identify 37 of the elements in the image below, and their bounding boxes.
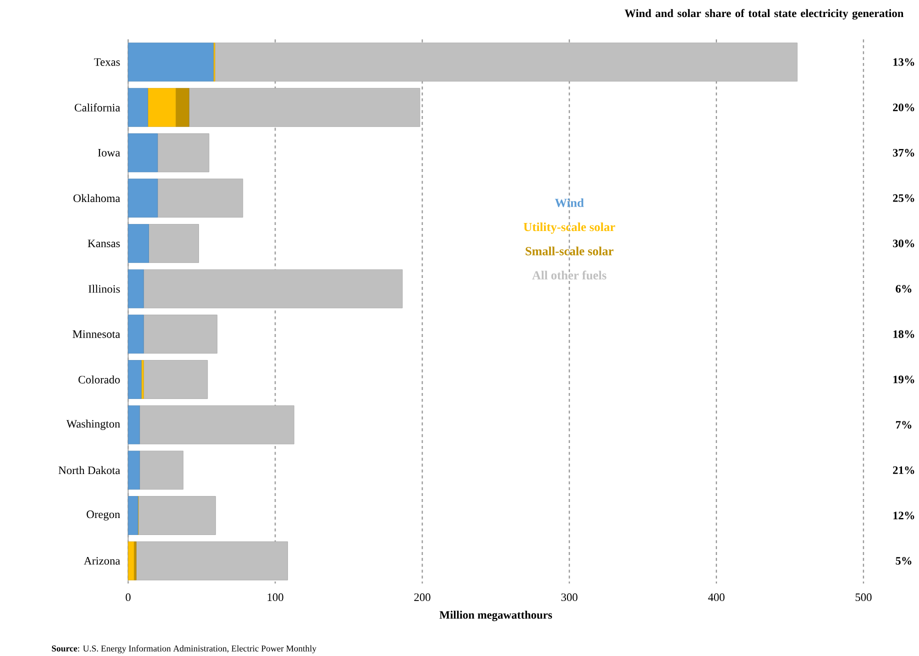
text: Source: U.S. Energy Information Administration, Electric Power Monthly (52, 644, 316, 654)
text: 7% (896, 420, 912, 428)
text: Small-scale solar (526, 246, 614, 256)
text: 19% (893, 375, 914, 384)
text: 25% (893, 194, 914, 202)
text: 6% (896, 284, 912, 292)
y-tick-label: Iowa (98, 148, 120, 156)
y-tick-label: Kansas (88, 239, 120, 247)
text: 13% (893, 58, 914, 66)
y-tick-label: Texas (94, 58, 120, 66)
y-tick-label: Arizona (84, 556, 120, 564)
x-tick-label: 200 (414, 593, 430, 601)
text: 30% (892, 239, 914, 248)
y-tick-label: North Dakota (58, 466, 120, 474)
x-tick-label: 0 (126, 593, 131, 601)
text: 18% (893, 330, 914, 338)
y-tick-label: California (74, 103, 120, 112)
text: 20% (893, 103, 914, 112)
y-tick-label: Oklahoma (73, 194, 120, 202)
text: 21% (893, 466, 914, 474)
x-tick-label: 300 (561, 593, 578, 601)
text: Wind (554, 198, 584, 207)
y-tick-label: Oregon (86, 510, 120, 520)
text: Wind and solar share of total state electricity generation (624, 8, 904, 20)
x-tick-label: 400 (708, 593, 724, 601)
text: Utility-scale solar (524, 222, 616, 234)
y-tick-label: Minnesota (72, 330, 120, 338)
x-axis-title: Million megawatthours (439, 610, 552, 621)
text: 5% (896, 556, 912, 564)
text: 37% (892, 148, 914, 156)
text: All other fuels (532, 270, 606, 280)
x-tick-label: 500 (856, 593, 872, 601)
y-tick-label: Illinois (88, 284, 120, 293)
y-tick-label: Washington (66, 419, 120, 430)
text: 12% (893, 511, 914, 520)
x-tick-label: 100 (268, 593, 284, 601)
y-tick-label: Colorado (78, 375, 120, 384)
